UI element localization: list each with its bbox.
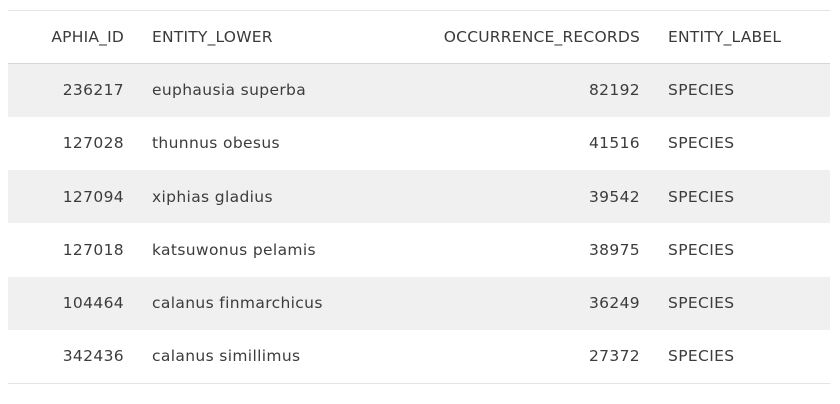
cell-occurrence-records: 38975 xyxy=(348,223,652,276)
cell-entity-lower: calanus simillimus xyxy=(136,330,348,383)
table-row[interactable]: 127028 thunnus obesus 41516 SPECIES xyxy=(8,117,830,170)
column-header-entity-lower[interactable]: ENTITY_LOWER xyxy=(136,11,348,64)
cell-entity-lower: euphausia superba xyxy=(136,64,348,117)
cell-entity-label: SPECIES xyxy=(652,170,830,223)
cell-entity-lower: katsuwonus pelamis xyxy=(136,223,348,276)
table-row[interactable]: 342436 calanus simillimus 27372 SPECIES xyxy=(8,330,830,383)
cell-aphia-id: 127094 xyxy=(8,170,136,223)
cell-occurrence-records: 36249 xyxy=(348,277,652,330)
cell-aphia-id: 127018 xyxy=(8,223,136,276)
cell-occurrence-records: 82192 xyxy=(348,64,652,117)
column-header-aphia-id[interactable]: APHIA_ID xyxy=(8,11,136,64)
cell-entity-label: SPECIES xyxy=(652,223,830,276)
cell-aphia-id: 342436 xyxy=(8,330,136,383)
results-table: APHIA_ID ENTITY_LOWER OCCURRENCE_RECORDS… xyxy=(8,10,830,384)
table-header: APHIA_ID ENTITY_LOWER OCCURRENCE_RECORDS… xyxy=(8,11,830,64)
cell-entity-label: SPECIES xyxy=(652,64,830,117)
results-table-container: APHIA_ID ENTITY_LOWER OCCURRENCE_RECORDS… xyxy=(8,10,830,384)
table-row[interactable]: 236217 euphausia superba 82192 SPECIES xyxy=(8,64,830,117)
header-row: APHIA_ID ENTITY_LOWER OCCURRENCE_RECORDS… xyxy=(8,11,830,64)
table-row[interactable]: 127018 katsuwonus pelamis 38975 SPECIES xyxy=(8,223,830,276)
cell-aphia-id: 127028 xyxy=(8,117,136,170)
column-header-occurrence-records[interactable]: OCCURRENCE_RECORDS xyxy=(348,11,652,64)
cell-entity-label: SPECIES xyxy=(652,117,830,170)
column-header-entity-label[interactable]: ENTITY_LABEL xyxy=(652,11,830,64)
cell-entity-lower: thunnus obesus xyxy=(136,117,348,170)
cell-entity-label: SPECIES xyxy=(652,330,830,383)
cell-occurrence-records: 27372 xyxy=(348,330,652,383)
cell-entity-label: SPECIES xyxy=(652,277,830,330)
table-body: 236217 euphausia superba 82192 SPECIES 1… xyxy=(8,64,830,384)
cell-occurrence-records: 41516 xyxy=(348,117,652,170)
cell-entity-lower: calanus finmarchicus xyxy=(136,277,348,330)
cell-aphia-id: 236217 xyxy=(8,64,136,117)
cell-occurrence-records: 39542 xyxy=(348,170,652,223)
cell-aphia-id: 104464 xyxy=(8,277,136,330)
table-row[interactable]: 127094 xiphias gladius 39542 SPECIES xyxy=(8,170,830,223)
table-row[interactable]: 104464 calanus finmarchicus 36249 SPECIE… xyxy=(8,277,830,330)
cell-entity-lower: xiphias gladius xyxy=(136,170,348,223)
